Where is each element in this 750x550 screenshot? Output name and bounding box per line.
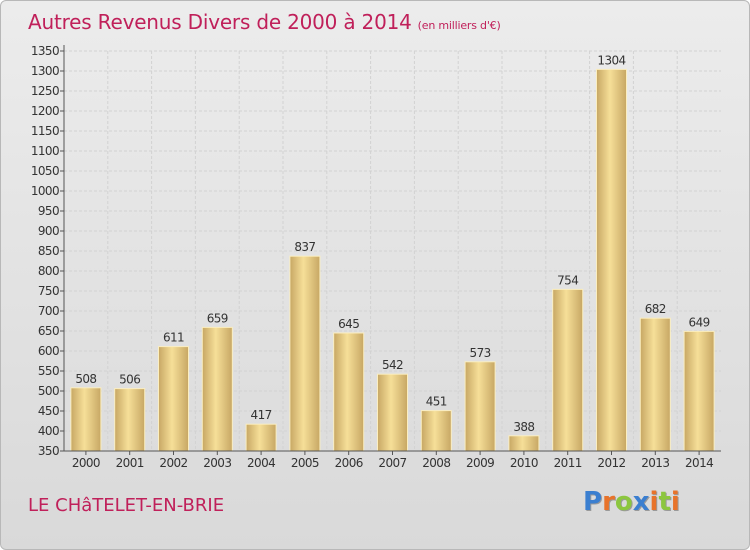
data-label: 451	[426, 395, 447, 409]
x-tick-label: 2013	[641, 456, 669, 470]
bar	[114, 388, 146, 452]
y-tick-label: 1000	[31, 184, 59, 198]
data-label: 649	[689, 315, 710, 329]
bar	[70, 387, 102, 452]
chart-title-unit: (en milliers d'€)	[417, 19, 501, 32]
bar	[201, 326, 233, 452]
x-tick-label: 2014	[685, 456, 713, 470]
data-label: 542	[382, 358, 403, 372]
x-tick-label: 2011	[554, 456, 582, 470]
logo-letter: x	[632, 487, 650, 517]
data-label: 573	[470, 346, 491, 360]
bar	[552, 288, 584, 452]
y-tick-label: 1050	[31, 164, 59, 178]
y-tick-label: 550	[38, 364, 59, 378]
logo-letter: i	[670, 487, 680, 517]
y-tick-label: 900	[38, 224, 59, 238]
data-label: 754	[557, 273, 578, 287]
data-label: 417	[251, 408, 272, 422]
bar	[683, 330, 715, 452]
y-tick-label: 1300	[31, 64, 59, 78]
bars	[70, 68, 715, 452]
chart-title: Autres Revenus Divers de 2000 à 2014 (en …	[28, 10, 501, 34]
bar	[639, 317, 671, 452]
logo-letter: i	[649, 487, 659, 517]
data-label: 1304	[597, 53, 625, 67]
data-label: 645	[338, 317, 359, 331]
logo-letter: P	[583, 487, 603, 517]
x-tick-label: 2004	[247, 456, 275, 470]
x-tick-label: 2005	[291, 456, 319, 470]
data-labels: 508 506 611 659 417 837 645 542 451 573 388 754 1304…	[75, 53, 710, 434]
data-label: 388	[513, 420, 534, 434]
y-tick-label: 600	[38, 344, 59, 358]
data-label: 506	[119, 373, 140, 387]
logo-letter: r	[602, 487, 615, 517]
y-tick-label: 800	[38, 264, 59, 278]
x-tick-label: 2012	[597, 456, 625, 470]
y-tick-label: 650	[38, 324, 59, 338]
y-tick-label: 1150	[31, 124, 59, 138]
x-tick-label: 2007	[378, 456, 406, 470]
x-tick-label: 2000	[72, 456, 100, 470]
y-tick-label: 500	[38, 384, 59, 398]
data-label: 837	[294, 240, 315, 254]
x-tick-label: 2006	[335, 456, 363, 470]
bar	[289, 255, 321, 452]
y-tick-label: 950	[38, 204, 59, 218]
bar	[508, 435, 540, 452]
bar	[158, 346, 189, 452]
proxiti-logo: Proxiti	[583, 487, 680, 517]
data-label: 611	[163, 331, 184, 345]
bar	[245, 423, 277, 452]
y-tick-label: 350	[38, 444, 59, 458]
chart-title-main: Autres Revenus Divers de 2000 à 2014	[28, 10, 412, 34]
logo-letter: o	[614, 487, 633, 517]
x-tick-label: 2008	[422, 456, 450, 470]
y-tick-label: 400	[38, 424, 59, 438]
data-label: 659	[207, 311, 228, 325]
bar	[464, 361, 496, 452]
x-tick-label: 2010	[510, 456, 538, 470]
bar	[377, 373, 408, 452]
data-label: 508	[75, 372, 96, 386]
y-tick-label: 850	[38, 244, 59, 258]
y-tick-label: 750	[38, 284, 59, 298]
y-tick-label: 1350	[31, 44, 59, 58]
bar	[333, 332, 365, 452]
x-tick-label: 2002	[159, 456, 187, 470]
x-tick-label: 2009	[466, 456, 494, 470]
y-tick-label: 700	[38, 304, 59, 318]
axes: 350 400 450 500 550 600 650 700 750 800 850 900 950 1…	[31, 44, 721, 470]
logo-letter: t	[658, 487, 671, 517]
x-tick-label: 2003	[203, 456, 231, 470]
y-tick-label: 1250	[31, 84, 59, 98]
data-label: 682	[645, 302, 666, 316]
city-name: LE CHâTELET-EN-BRIE	[28, 495, 225, 516]
y-tick-label: 1200	[31, 104, 59, 118]
x-tick-label: 2001	[116, 456, 144, 470]
bar	[420, 410, 452, 452]
y-tick-label: 450	[38, 404, 59, 418]
y-tick-label: 1100	[31, 144, 59, 158]
bar	[596, 68, 627, 452]
